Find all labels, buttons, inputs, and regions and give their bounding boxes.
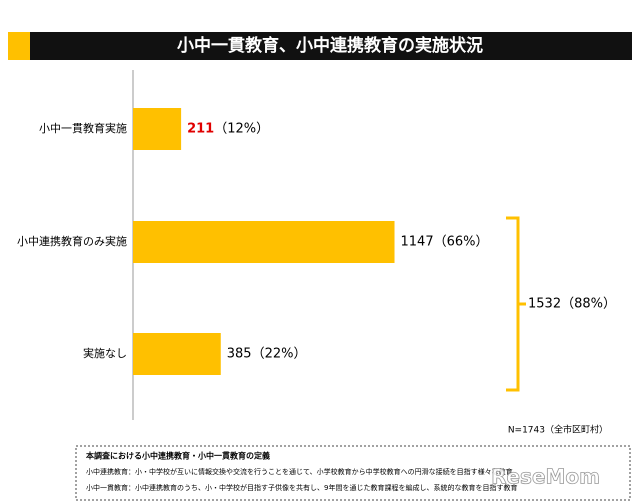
definition-box bbox=[75, 445, 631, 501]
annotation: 1532（88%） bbox=[528, 297, 616, 312]
share-label: （22%） bbox=[252, 347, 307, 362]
note: N=1743（全市区町村） bbox=[508, 424, 608, 436]
share-label: （12%） bbox=[214, 122, 269, 137]
bar bbox=[133, 108, 182, 150]
chart-title: 小中一貫教育、小中連携教育の実施状況 bbox=[177, 35, 483, 56]
y-tick-label: 小中連携教育のみ実施 bbox=[17, 234, 127, 248]
value-label: 211 bbox=[187, 122, 214, 137]
bar bbox=[133, 333, 221, 375]
title-accent bbox=[8, 32, 30, 60]
definition-line: 小中連携教育：小・中学校が互いに情報交換や交流を行うことを通じて、小学校教育から… bbox=[86, 467, 513, 476]
y-tick-label: 小中一貫教育実施 bbox=[39, 121, 127, 135]
bracket bbox=[506, 216, 526, 392]
share-label: （66%） bbox=[434, 235, 489, 250]
definition-line: 小中一貫教育：小中連携教育のうち、小・中学校が目指す子供像を共有し、9年間を通じ… bbox=[86, 483, 517, 492]
y-tick-label: 実施なし bbox=[83, 346, 127, 360]
title-bar bbox=[30, 32, 632, 60]
watermark: ReseMom bbox=[491, 465, 600, 489]
value-label: 385 bbox=[227, 347, 252, 362]
bar bbox=[133, 221, 395, 263]
value-label: 1147 bbox=[401, 235, 434, 250]
definition-title: 本調査における小中連携教育・小中一貫教育の定義 bbox=[85, 451, 270, 461]
